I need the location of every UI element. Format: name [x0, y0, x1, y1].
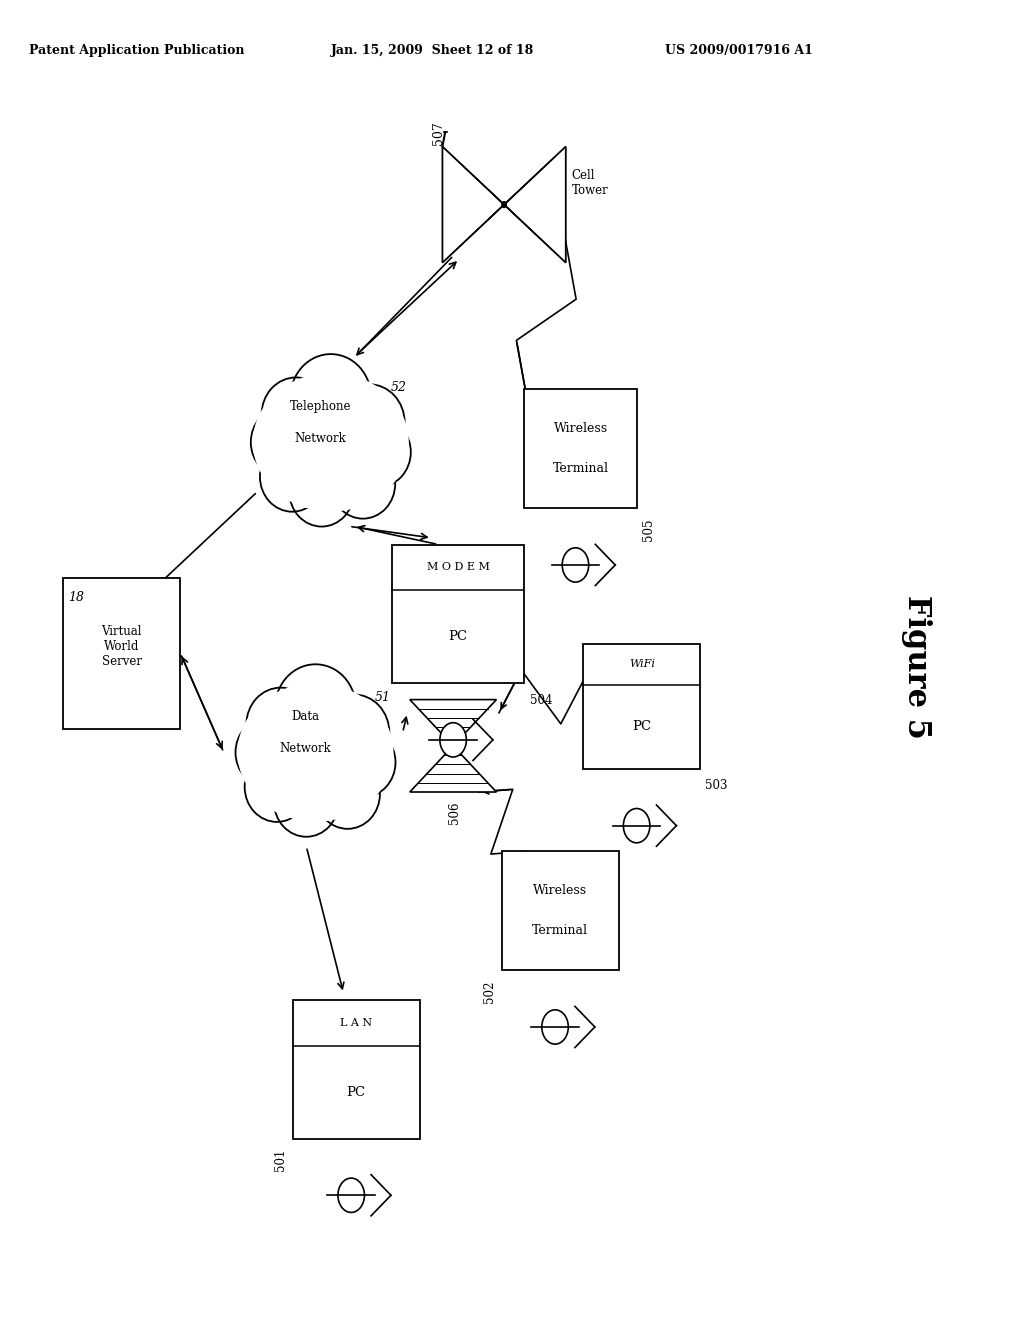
Text: 52: 52	[390, 381, 407, 395]
Ellipse shape	[238, 682, 393, 821]
Bar	[63, 578, 180, 729]
Ellipse shape	[315, 759, 380, 829]
Text: 18: 18	[69, 591, 84, 603]
Text: 504: 504	[529, 694, 552, 706]
Ellipse shape	[331, 727, 395, 797]
Polygon shape	[504, 147, 566, 263]
Text: Network: Network	[295, 432, 346, 445]
Polygon shape	[410, 700, 497, 746]
Ellipse shape	[334, 384, 404, 461]
Ellipse shape	[318, 694, 389, 771]
Circle shape	[502, 202, 506, 207]
Text: PC: PC	[347, 1085, 366, 1098]
Ellipse shape	[247, 688, 315, 762]
Circle shape	[452, 743, 455, 748]
Text: PC: PC	[632, 721, 651, 734]
Polygon shape	[410, 746, 497, 792]
Text: 506: 506	[449, 801, 461, 825]
Text: 503: 503	[706, 779, 728, 792]
Bar	[502, 851, 618, 970]
Ellipse shape	[260, 442, 325, 512]
Text: Telephone: Telephone	[290, 400, 351, 413]
Bar	[293, 1001, 420, 1138]
Text: Terminal: Terminal	[532, 924, 588, 937]
Text: Terminal: Terminal	[553, 462, 608, 475]
Polygon shape	[442, 147, 504, 263]
Ellipse shape	[331, 449, 395, 519]
Ellipse shape	[236, 718, 300, 787]
Text: L A N: L A N	[340, 1018, 373, 1028]
Text: Figure 5: Figure 5	[901, 595, 933, 738]
Ellipse shape	[274, 767, 339, 837]
Ellipse shape	[245, 752, 309, 822]
Text: Network: Network	[280, 742, 331, 755]
Ellipse shape	[291, 354, 371, 441]
Ellipse shape	[261, 378, 331, 451]
Ellipse shape	[275, 664, 356, 751]
Circle shape	[542, 1010, 568, 1044]
Text: Cell
Tower: Cell Tower	[571, 169, 608, 197]
Ellipse shape	[346, 417, 411, 487]
Circle shape	[624, 808, 650, 842]
Text: 507: 507	[432, 121, 444, 145]
Text: Virtual
World
Server: Virtual World Server	[101, 626, 142, 668]
Text: Wireless: Wireless	[554, 422, 607, 436]
Text: Wireless: Wireless	[534, 884, 587, 898]
Text: Data: Data	[291, 710, 319, 723]
Text: 51: 51	[375, 692, 391, 705]
Text: 505: 505	[642, 519, 654, 541]
Bar	[583, 644, 700, 768]
Text: PC: PC	[449, 630, 468, 643]
Circle shape	[440, 722, 466, 756]
Ellipse shape	[253, 372, 409, 511]
Text: US 2009/0017916 A1: US 2009/0017916 A1	[665, 44, 812, 57]
Text: 502: 502	[483, 981, 497, 1003]
Text: Jan. 15, 2009  Sheet 12 of 18: Jan. 15, 2009 Sheet 12 of 18	[331, 44, 535, 57]
Text: 501: 501	[274, 1148, 288, 1171]
Ellipse shape	[251, 408, 315, 477]
Circle shape	[338, 1177, 365, 1212]
Text: Patent Application Publication: Patent Application Publication	[30, 44, 245, 57]
Text: M O D E M: M O D E M	[427, 562, 489, 573]
Ellipse shape	[290, 457, 354, 527]
Bar	[392, 544, 524, 682]
Bar	[524, 389, 637, 508]
Circle shape	[562, 548, 589, 582]
Text: WiFi: WiFi	[629, 659, 654, 669]
